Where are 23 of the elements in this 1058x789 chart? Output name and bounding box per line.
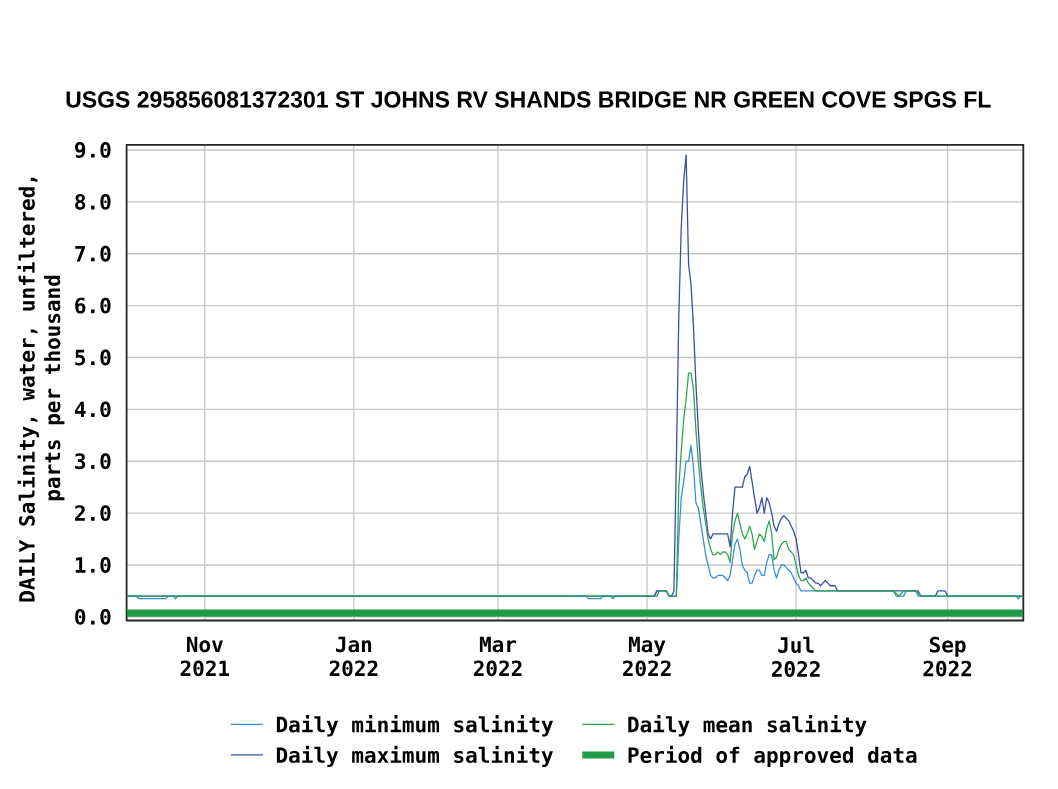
legend-label: Period of approved data	[628, 745, 917, 768]
x-tick-label: May 2022	[622, 636, 671, 677]
x-tick-label: Mar 2022	[473, 636, 522, 677]
y-tick-label: 6.0	[75, 297, 111, 314]
y-tick-label: 0.0	[75, 608, 111, 625]
legend-label: Daily maximum salinity	[276, 745, 554, 768]
y-tick-label: 5.0	[75, 349, 111, 366]
chart-title: USGS 295856081372301 ST JOHNS RV SHANDS BRIDGE NR GREEN COVE SPGS FL	[66, 91, 991, 108]
y-tick-label: 4.0	[74, 401, 111, 418]
y-tick-label: 3.0	[75, 453, 111, 470]
line-series	[126, 372, 1024, 597]
y-tick-label: 8.0	[75, 193, 111, 210]
y-tick-label: 1.0	[75, 557, 111, 573]
x-tick-label: Jul 2022	[771, 636, 820, 677]
legend-label: Daily mean salinity	[628, 715, 867, 737]
legend-label: Daily minimum salinity	[276, 715, 554, 737]
x-tick-label: Nov 2021	[180, 636, 230, 677]
x-tick-label: Jan 2022	[329, 636, 378, 677]
y-axis-title: DAILY Salinity, water, unfiltered, parts per thousand	[17, 177, 65, 602]
y-tick-label: 9.0	[75, 141, 111, 158]
y-tick-label: 7.0	[75, 245, 111, 262]
y-tick-label: 2.0	[75, 505, 111, 522]
x-tick-label: Sep 2022	[923, 636, 972, 677]
